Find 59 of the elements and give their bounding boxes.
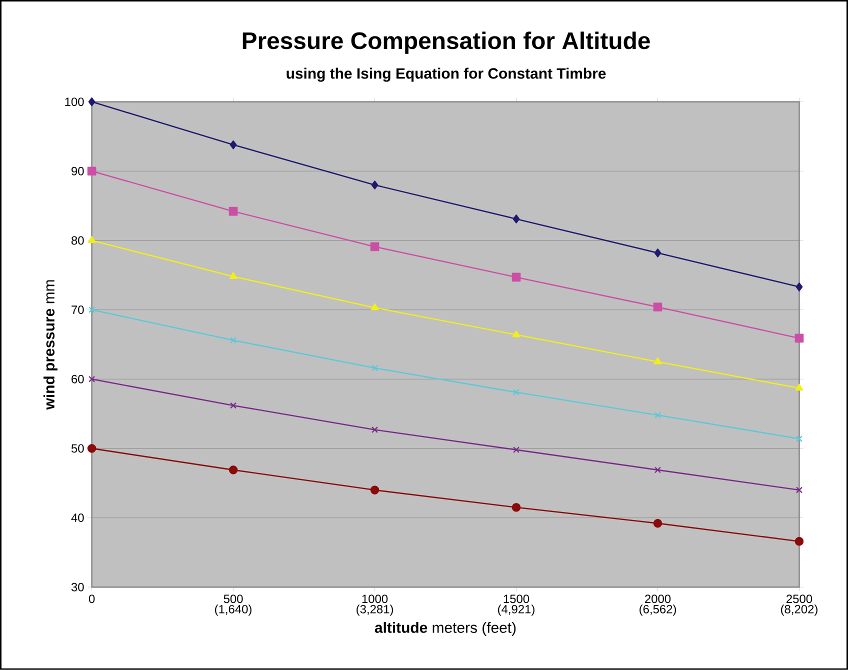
point	[512, 272, 521, 282]
point	[87, 166, 96, 176]
x2-tick-label: (8,202)	[781, 604, 818, 616]
y-tick-label: 90	[72, 166, 84, 176]
point	[794, 536, 804, 546]
point	[654, 248, 662, 258]
x2-tick-label: (1,640)	[215, 604, 252, 616]
x-tick-label: 2500	[786, 594, 812, 604]
point	[228, 466, 238, 474]
y-tick-label: 50	[71, 444, 84, 453]
point	[230, 337, 237, 344]
point	[512, 446, 520, 454]
point	[796, 282, 803, 292]
point	[794, 334, 804, 343]
chart-subtitle: using the Ising Equation for Constant Timbre	[286, 68, 606, 82]
x-tick-label: 0	[88, 594, 95, 604]
chart-title: Pressure Compensation for Altitude	[242, 32, 650, 54]
point	[88, 306, 96, 314]
point	[795, 384, 804, 391]
point	[796, 486, 803, 494]
point	[653, 302, 662, 312]
x2-tick-label: (6,562)	[640, 604, 676, 616]
x-axis-title: altitude meters (feet)	[374, 622, 516, 636]
point	[796, 435, 803, 442]
point	[370, 303, 379, 310]
point	[512, 503, 521, 512]
x2-tick-label: (3,281)	[356, 604, 393, 616]
y-tick-label: 40	[71, 514, 84, 522]
point	[370, 242, 380, 252]
point	[371, 364, 378, 372]
point	[512, 389, 520, 396]
point	[87, 444, 96, 453]
point	[370, 486, 380, 494]
point	[654, 357, 662, 364]
x-tick-label: 1500	[504, 594, 530, 604]
y-tick-label: 60	[72, 374, 84, 384]
x-tick-label: 2000	[645, 594, 671, 604]
y-tick-label: 70	[72, 306, 84, 314]
point	[230, 140, 237, 150]
point	[512, 330, 520, 338]
point	[228, 206, 238, 216]
point	[88, 376, 96, 382]
point	[229, 272, 238, 280]
y-tick-label: 100	[65, 98, 84, 106]
point	[654, 466, 662, 474]
point	[88, 236, 96, 244]
point	[230, 402, 237, 409]
point	[512, 214, 520, 224]
point	[371, 426, 378, 434]
x-tick-label: 1000	[362, 594, 388, 604]
x-tick-label: 500	[224, 594, 243, 604]
x2-tick-label: (4,921)	[498, 604, 534, 616]
point	[371, 180, 378, 190]
point	[654, 412, 662, 418]
point	[653, 518, 662, 528]
y-axis-title: wind pressure mm	[44, 280, 58, 410]
y-tick-label: 30	[71, 582, 84, 592]
y-tick-label: 80	[71, 236, 84, 245]
point	[88, 97, 96, 106]
